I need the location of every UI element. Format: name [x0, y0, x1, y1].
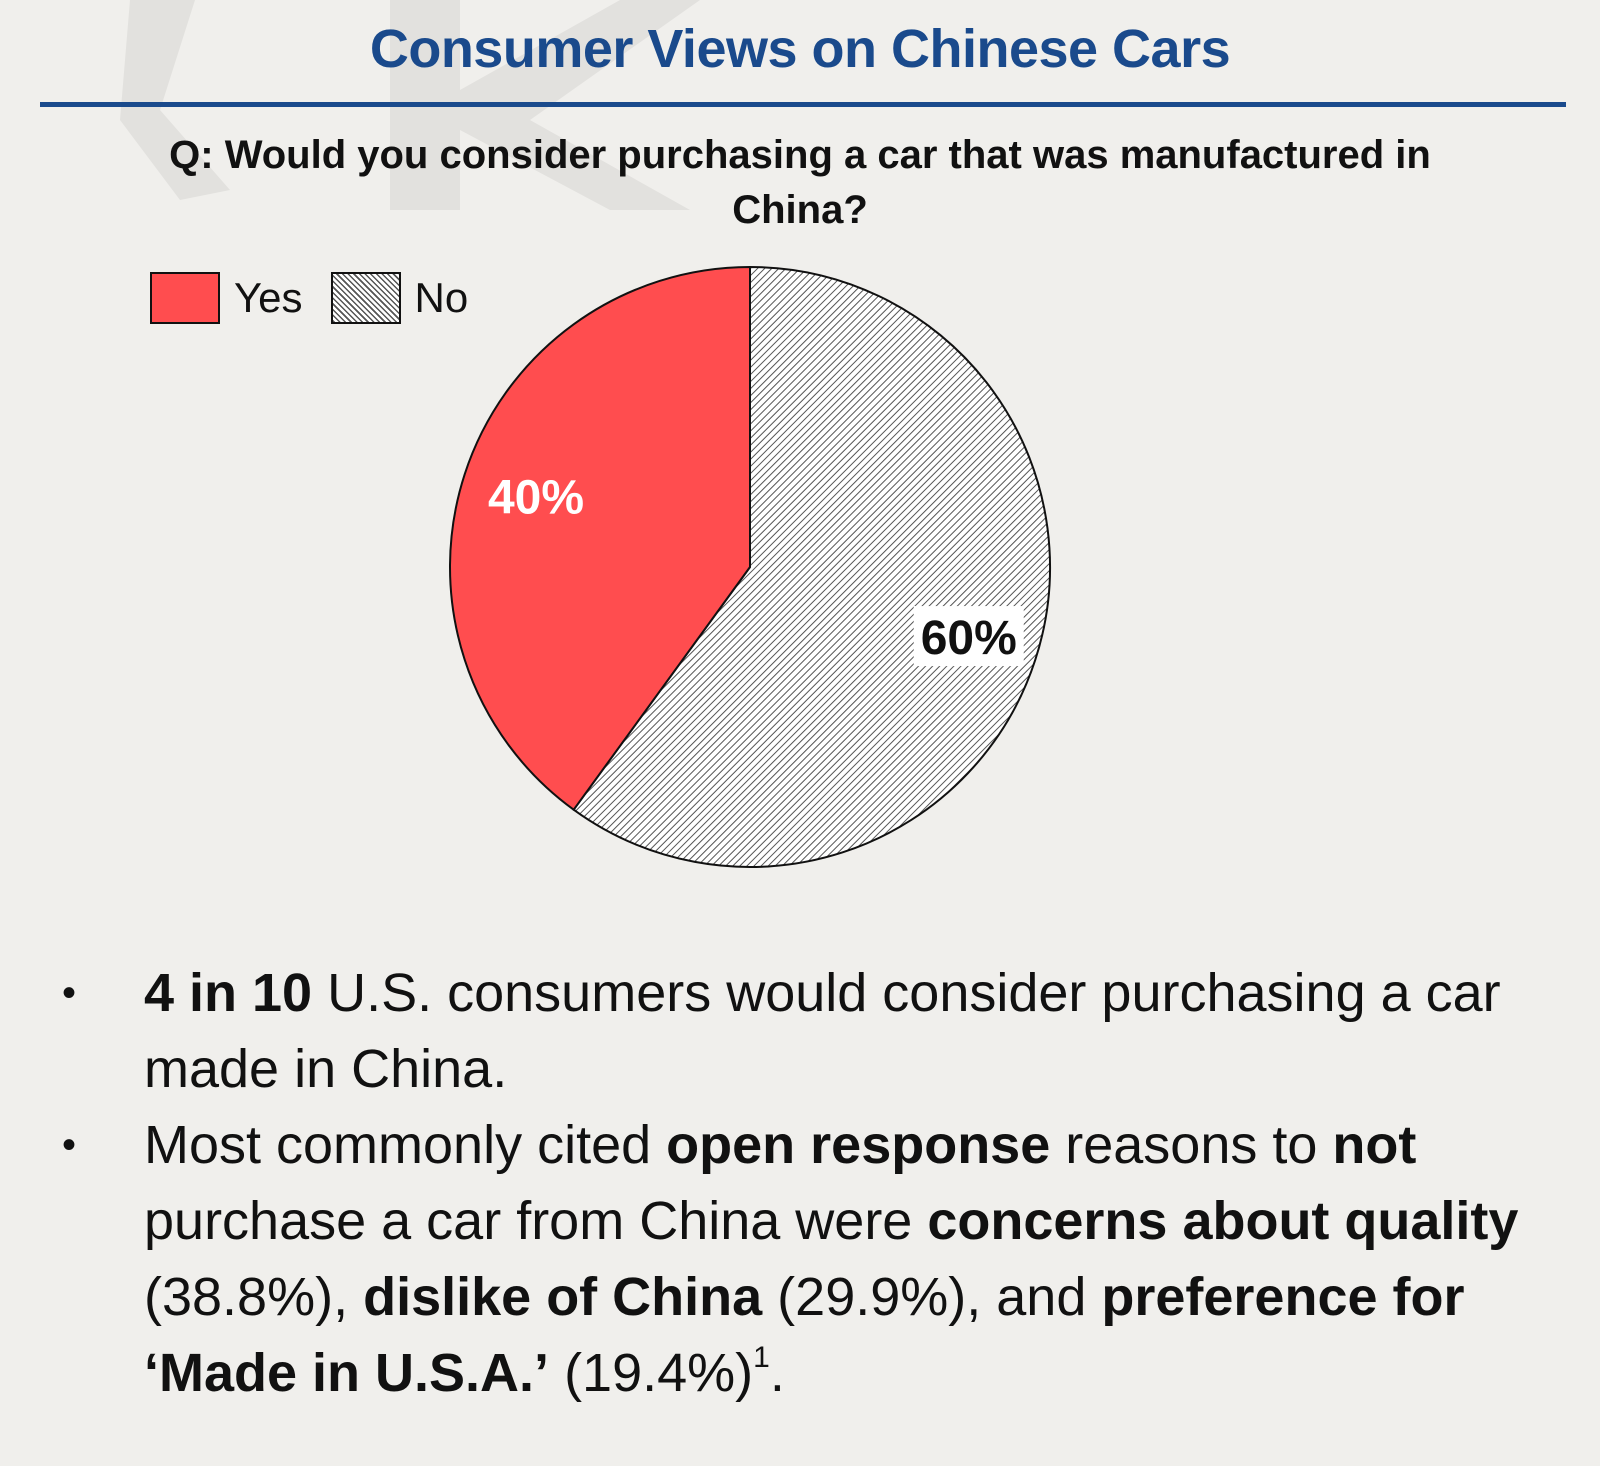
finding-2-bold: concerns about quality: [927, 1191, 1519, 1251]
key-findings: • 4 in 10 U.S. consumers would consider …: [62, 955, 1562, 1411]
finding-2-bold: dislike of China: [363, 1267, 763, 1327]
data-label-no: 60%: [921, 612, 1017, 665]
finding-2: • Most commonly cited open response reas…: [62, 1107, 1562, 1411]
pie-slice-yes: [449, 265, 751, 812]
data-label-yes: 40%: [488, 471, 584, 524]
finding-2-part: reasons to: [1050, 1115, 1333, 1175]
footnote-marker: 1: [753, 1341, 770, 1374]
legend-item-yes: Yes: [150, 272, 303, 324]
title-underline: [40, 102, 1566, 107]
page-title: Consumer Views on Chinese Cars: [369, 19, 1231, 79]
finding-1-text: 4 in 10 U.S. consumers would consider pu…: [144, 955, 1562, 1107]
finding-2-part: (38.8%),: [144, 1267, 364, 1327]
legend-swatch-no: [330, 272, 401, 324]
survey-question: Q: Would you consider purchasing a car t…: [169, 133, 1431, 232]
pie-chart: 60% 40%: [449, 265, 1051, 868]
finding-2-bold: not: [1332, 1115, 1417, 1175]
finding-2-text: Most commonly cited open response reason…: [144, 1107, 1562, 1411]
finding-2-part: (19.4%): [549, 1343, 754, 1403]
finding-2-part: (29.9%), and: [762, 1267, 1102, 1327]
finding-2-bold: preference for ‘Made in U.S.A.’: [144, 1267, 1465, 1403]
finding-2-part: purchase a car from China were: [144, 1191, 928, 1251]
bullet-dot: •: [62, 1123, 77, 1167]
pie-slice-no: [572, 265, 1051, 868]
finding-1-emphasis: 4 in 10: [144, 963, 313, 1023]
bullet-dot: •: [62, 971, 77, 1015]
finding-2-part: .: [769, 1343, 785, 1403]
legend-label-no: No: [414, 274, 469, 321]
chart-legend: Yes No: [150, 272, 496, 324]
data-label-bg-no: [913, 606, 1024, 667]
finding-1: • 4 in 10 U.S. consumers would consider …: [62, 955, 1562, 1107]
legend-item-no: No: [330, 272, 469, 324]
finding-2-bold: open response: [666, 1115, 1051, 1175]
finding-1-rest: U.S. consumers would consider purchasing…: [144, 963, 1501, 1099]
legend-label-yes: Yes: [234, 274, 303, 321]
finding-2-part: Most commonly cited: [144, 1115, 667, 1175]
legend-swatch-yes: [150, 272, 220, 324]
